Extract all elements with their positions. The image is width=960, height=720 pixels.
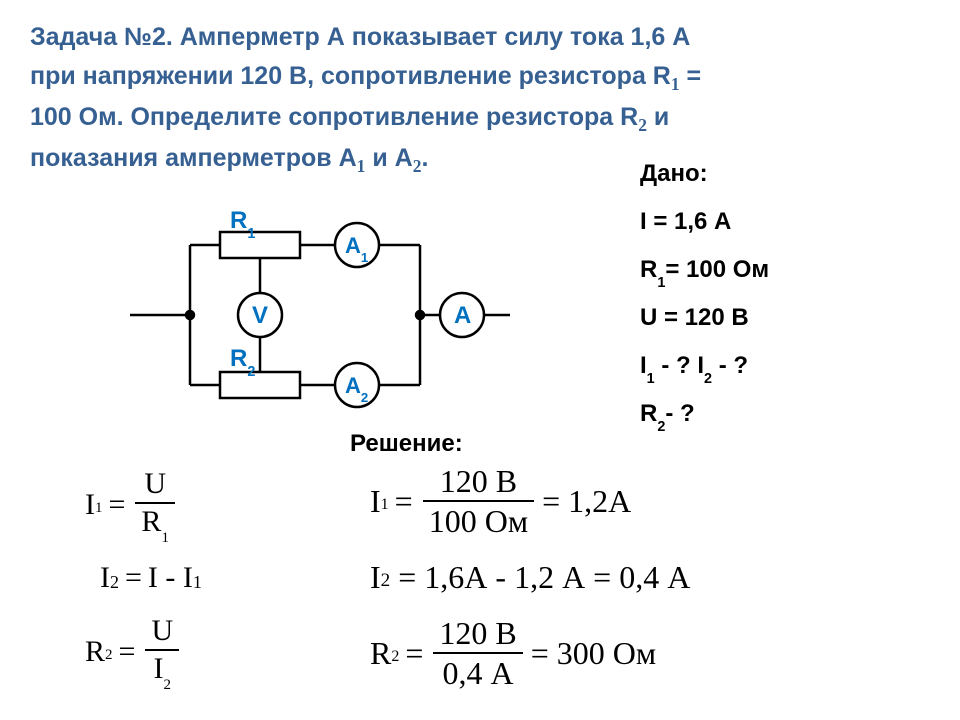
given-U: U = 120 В <box>640 294 769 342</box>
calc-R2: R2 = 120 В0,4 А =300 Ом <box>370 614 690 693</box>
problem-statement: Задача №2. Амперметр А показывает силу т… <box>30 18 925 180</box>
ps-line2: при напряжении 120 В, сопротивление рези… <box>30 62 671 90</box>
formula-I2: I2 = I - I1 <box>100 561 202 595</box>
ps-line4: показания амперметров А <box>30 144 357 172</box>
label-V: V <box>252 302 268 330</box>
label-A: A <box>454 302 471 330</box>
ps-line1: Задача №2. Амперметр А показывает силу т… <box>30 23 690 51</box>
ps-line4-tail: . <box>422 144 429 172</box>
given-I: I = 1,6 А <box>640 198 769 246</box>
ps-line3-sub: 2 <box>638 115 647 135</box>
label-A2: A2 <box>345 373 368 401</box>
ps-line3-tail: и <box>647 103 669 131</box>
ps-line3: 100 Ом. Определите сопротивление резисто… <box>30 103 638 131</box>
given-title: Дано: <box>640 150 769 198</box>
label-R1: R1 <box>230 207 255 238</box>
ps-line2-tail: = <box>680 62 702 90</box>
label-A1: A1 <box>345 233 368 261</box>
label-R2: R2 <box>230 345 255 376</box>
formula-I1: I1 = UR1 <box>85 466 202 543</box>
given-block: Дано: I = 1,6 А R1= 100 Ом U = 120 В I1 … <box>640 150 769 438</box>
calc-I2: I2 = 1,6А - 1,2 А =0,4 А <box>370 559 690 596</box>
circuit-diagram: R1 A1 V A A2 R2 <box>130 210 510 420</box>
formulas-symbolic: I1 = UR1 I2 = I - I1 R2 = UI2 <box>85 466 202 708</box>
solution-label: Решение: <box>350 430 463 458</box>
formula-R2: R2 = UI2 <box>85 613 202 690</box>
given-I12: I1 - ? I2 - ? <box>640 342 769 390</box>
ps-line4-sub2: 2 <box>413 156 422 176</box>
calc-I1: I1 = 120 В100 Ом =1,2А <box>370 462 690 541</box>
ps-line2-sub: 1 <box>671 74 680 94</box>
formulas-numeric: I1 = 120 В100 Ом =1,2А I2 = 1,6А - 1,2 А… <box>370 462 690 711</box>
given-R2: R2- ? <box>640 390 769 438</box>
ps-line4-mid: и А <box>365 144 412 172</box>
given-R1: R1= 100 Ом <box>640 246 769 294</box>
